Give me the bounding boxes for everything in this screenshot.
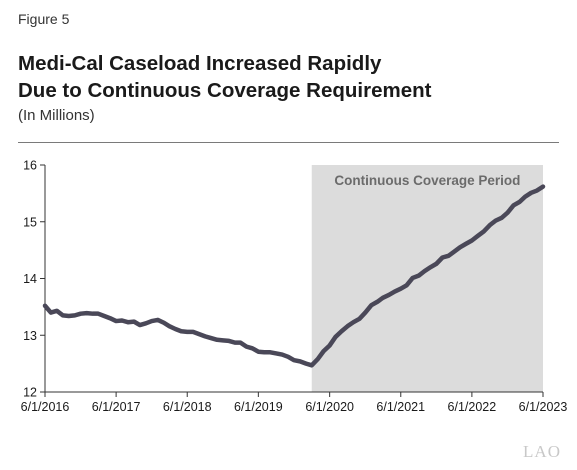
x-tick-label: 6/1/2017 <box>92 400 141 414</box>
x-tick-label: 6/1/2022 <box>448 400 497 414</box>
x-tick-label: 6/1/2020 <box>305 400 354 414</box>
caseload-series-line <box>42 184 546 368</box>
x-tick-label: 6/1/2023 <box>519 400 568 414</box>
chart-subtitle: (In Millions) <box>18 107 95 124</box>
chart-title: Medi-Cal Caseload Increased Rapidly Due … <box>18 50 558 104</box>
x-tick-label: 6/1/2016 <box>21 400 70 414</box>
continuous-coverage-label: Continuous Coverage Period <box>334 173 520 188</box>
y-tick-label: 13 <box>23 329 37 343</box>
title-divider <box>18 142 559 143</box>
chart-title-line-1: Medi-Cal Caseload Increased Rapidly <box>18 52 382 75</box>
y-tick-label: 12 <box>23 386 37 400</box>
x-tick-label: 6/1/2021 <box>376 400 425 414</box>
chart-title-line-2: Due to Continuous Coverage Requirement <box>18 79 432 102</box>
y-tick-label: 15 <box>23 215 37 229</box>
continuous-coverage-shade <box>311 165 543 392</box>
y-tick-label: 16 <box>23 159 37 173</box>
x-tick-label: 6/1/2019 <box>234 400 283 414</box>
lao-logo: LAO <box>523 442 561 461</box>
x-tick-label: 6/1/2018 <box>163 400 212 414</box>
figure-label: Figure 5 <box>18 11 70 27</box>
y-tick-label: 14 <box>23 272 37 286</box>
